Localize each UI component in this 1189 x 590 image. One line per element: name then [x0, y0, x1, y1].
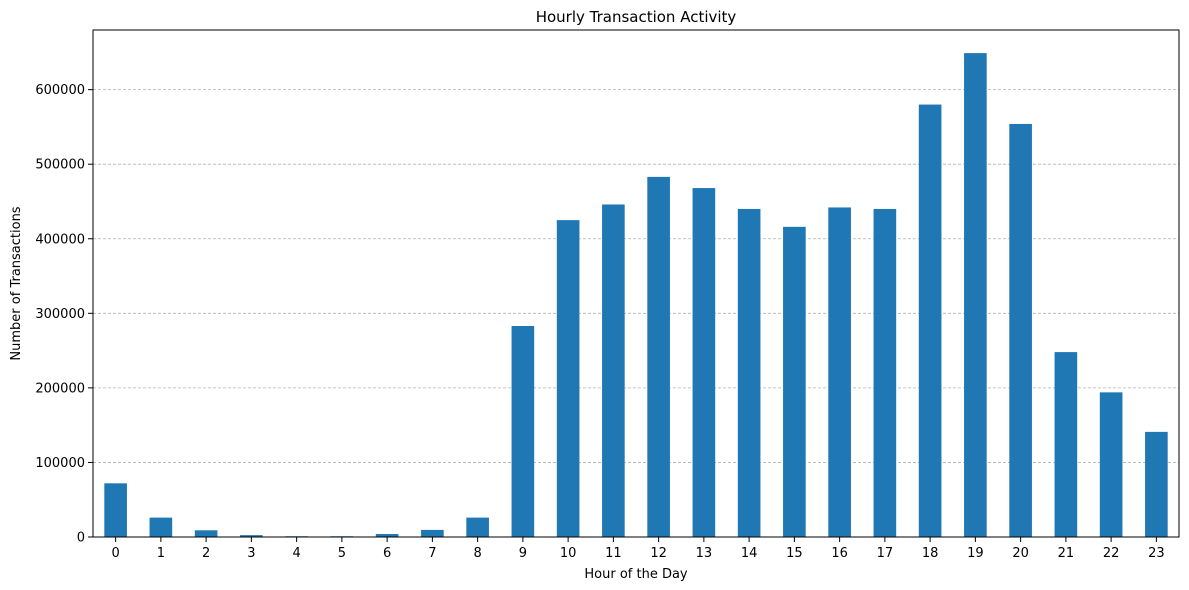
bar-hour-14 — [737, 208, 761, 538]
x-tick-label: 13 — [696, 546, 713, 561]
y-tick-label: 400000 — [35, 232, 85, 247]
y-tick-label: 200000 — [35, 381, 85, 396]
bar-hour-18 — [918, 104, 942, 537]
bar-hour-13 — [692, 188, 716, 538]
x-tick-label: 0 — [111, 546, 119, 561]
x-tick-label: 18 — [922, 546, 939, 561]
x-tick-label: 10 — [560, 546, 577, 561]
x-tick-label: 21 — [1058, 546, 1075, 561]
y-tick-label: 100000 — [35, 456, 85, 471]
x-tick-label: 1 — [157, 546, 165, 561]
x-tick-label: 8 — [473, 546, 481, 561]
chart-title: Hourly Transaction Activity — [536, 8, 737, 26]
x-tick-label: 17 — [877, 546, 894, 561]
bar-hour-3 — [240, 535, 263, 537]
bar-hour-8 — [466, 517, 489, 537]
plot-frame — [92, 29, 1180, 538]
y-axis-title: Number of Transactions — [9, 206, 24, 360]
x-tick-label: 5 — [338, 546, 346, 561]
x-tick-label: 9 — [519, 546, 527, 561]
bar-hour-9 — [511, 325, 535, 537]
y-tick-label: 500000 — [35, 158, 85, 173]
x-tick-label: 12 — [650, 546, 667, 561]
bar-hour-21 — [1054, 352, 1078, 537]
x-tick-label: 11 — [605, 546, 622, 561]
bar-hour-20 — [1009, 123, 1032, 537]
x-tick-label: 16 — [831, 546, 848, 561]
x-axis-title: Hour of the Day — [584, 567, 688, 582]
x-tick-label: 19 — [967, 546, 984, 561]
bar-hour-11 — [602, 204, 625, 537]
bar-hour-12 — [647, 176, 670, 537]
bar-hour-10 — [556, 220, 580, 537]
grid-lines — [93, 89, 1179, 463]
bar-hour-1 — [149, 517, 173, 537]
bar-hour-2 — [194, 530, 218, 537]
x-tick-label: 7 — [428, 546, 436, 561]
x-tick-label: 2 — [202, 546, 210, 561]
bar-hour-15 — [783, 226, 806, 537]
bar-hour-22 — [1099, 392, 1123, 537]
y-axis-ticks: 0 100000 200000 300000 400000 500000 600000 — [35, 83, 93, 546]
x-tick-label: 14 — [741, 546, 758, 561]
x-tick-label: 22 — [1103, 546, 1120, 561]
x-tick-label: 23 — [1148, 546, 1165, 561]
bar-hour-7 — [421, 529, 444, 537]
x-tick-label: 3 — [247, 546, 255, 561]
bars — [104, 53, 1168, 538]
bar-hour-17 — [873, 208, 897, 538]
x-axis-ticks: 0 1 2 3 4 5 6 7 8 9 10 11 12 13 14 15 16 17 18 19 20 21 22 23 — [111, 537, 1165, 561]
bar-hour-19 — [964, 53, 987, 538]
y-tick-label: 300000 — [35, 307, 85, 322]
x-tick-label: 6 — [383, 546, 391, 561]
x-tick-label: 15 — [786, 546, 803, 561]
bar-hour-23 — [1145, 431, 1168, 537]
y-tick-label: 0 — [77, 531, 85, 546]
bar-hour-6 — [375, 534, 399, 537]
x-tick-label: 4 — [292, 546, 300, 561]
bar-hour-16 — [828, 207, 851, 537]
x-tick-label: 20 — [1012, 546, 1029, 561]
bar-hour-0 — [104, 483, 127, 537]
y-tick-label: 600000 — [35, 83, 85, 98]
